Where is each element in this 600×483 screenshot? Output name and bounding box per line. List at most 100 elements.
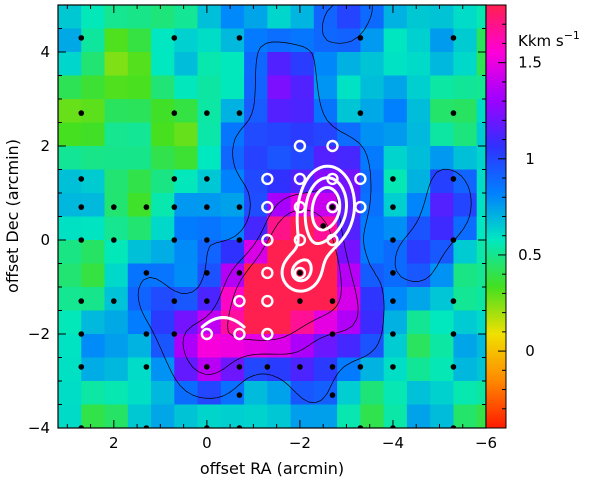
heatmap-cell: [58, 169, 82, 194]
heatmap-cell: [197, 240, 222, 265]
heatmap-cell: [197, 334, 222, 359]
heatmap-cell: [104, 334, 129, 359]
heatmap-cell: [290, 310, 315, 335]
black-data-point: [450, 425, 457, 428]
heatmap-cell: [290, 146, 315, 171]
heatmap-cell: [453, 99, 478, 124]
heatmap-cell: [313, 263, 338, 288]
heatmap-cell: [220, 263, 245, 288]
white-data-circle: [233, 327, 246, 341]
heatmap-cell: [220, 28, 245, 53]
black-data-point: [143, 331, 150, 337]
heatmap-cell: [151, 99, 175, 124]
white-data-circle: [261, 266, 274, 280]
x-axis-ticks: 2 0 −2 −4 −6: [66, 5, 497, 452]
heatmap-cell: [430, 146, 455, 171]
y-axis-ticks: 4 2 0 −2 −4: [28, 28, 486, 437]
white-data-circle: [261, 294, 274, 308]
black-data-point: [111, 237, 117, 243]
heatmap-cell: [127, 146, 152, 171]
white-data-circle: [354, 172, 367, 186]
heatmap-cell: [360, 240, 385, 265]
heatmap-cell: [476, 169, 486, 194]
black-data-point: [236, 364, 243, 370]
heatmap-cell: [383, 52, 408, 77]
heatmap-cell: [244, 240, 268, 265]
heatmap-cell: [476, 52, 486, 77]
heatmap-cell: [244, 146, 268, 171]
heatmap-cell: [383, 99, 408, 124]
white-data-circle: [326, 233, 339, 247]
heatmap-cell: [58, 240, 82, 265]
heatmap-cell: [267, 334, 292, 359]
heatmap-cell: [267, 287, 292, 312]
black-data-point: [171, 110, 178, 116]
heatmap-cell: [453, 28, 478, 53]
heatmap-cell: [244, 5, 268, 30]
heatmap-cell: [104, 310, 129, 335]
black-data-point: [450, 364, 457, 370]
heatmap-cell: [81, 75, 106, 100]
heatmap-cell: [197, 357, 222, 382]
heatmap-cell: [174, 404, 199, 428]
heatmap-cell: [220, 122, 245, 147]
heatmap-cell: [313, 122, 338, 147]
heatmap-cell: [127, 357, 152, 382]
heatmap-cell: [290, 334, 315, 359]
heatmap-cell: [197, 169, 222, 194]
heatmap-cell: [81, 287, 106, 312]
heatmap-cell: [337, 287, 361, 312]
heatmap-cell: [58, 263, 82, 288]
heatmap-cell: [81, 52, 106, 77]
heatmap-cell: [290, 28, 315, 53]
heatmap-cell: [313, 5, 338, 30]
heatmap-cell: [127, 287, 152, 312]
heatmap-cell: [406, 146, 431, 171]
heatmap-cell: [81, 263, 106, 288]
heatmap-cell: [151, 263, 175, 288]
heatmap-cell: [290, 404, 315, 428]
heatmap-cell: [337, 122, 361, 147]
heatmap-cell: [430, 75, 455, 100]
heatmap-cell: [127, 5, 152, 30]
white-contour-line: [310, 186, 342, 232]
heatmap-cell: [430, 216, 455, 241]
observation-points: [78, 35, 457, 428]
heatmap-cell: [360, 146, 385, 171]
black-data-point: [171, 204, 178, 210]
heatmap-cell: [290, 287, 315, 312]
black-data-point: [236, 392, 243, 398]
heatmap-cell: [58, 334, 82, 359]
heatmap-cell: [453, 334, 478, 359]
heatmap-cell: [476, 99, 486, 124]
heatmap-cell: [337, 5, 361, 30]
heatmap-cell: [430, 381, 455, 406]
heatmap-cell: [81, 310, 106, 335]
heatmap-cell: [104, 357, 129, 382]
heatmap-cell: [244, 381, 268, 406]
heatmap-cell: [406, 310, 431, 335]
heatmap-cell: [383, 357, 408, 382]
heatmap-cell: [127, 75, 152, 100]
white-data-circle: [354, 200, 367, 214]
heatmap-cell: [406, 334, 431, 359]
black-data-point: [390, 364, 396, 370]
black-data-point: [204, 364, 210, 370]
heatmap-cell: [104, 381, 129, 406]
heatmap-cell: [383, 28, 408, 53]
x-tick-label: −2: [289, 434, 311, 452]
heatmap-cell: [360, 122, 385, 147]
heatmap-cell: [58, 5, 82, 30]
heatmap-cell: [174, 193, 199, 218]
heatmap-cell: [267, 122, 292, 147]
white-data-circle: [261, 172, 274, 186]
heatmap-cell: [174, 334, 199, 359]
heatmap-cell: [360, 169, 385, 194]
black-data-point: [357, 110, 364, 116]
heatmap-cell: [127, 310, 152, 335]
colorbar-unit-label: Kkm s−1: [518, 29, 580, 50]
heatmap-cell: [313, 52, 338, 77]
heatmap-cell: [430, 5, 455, 30]
heatmap-cell: [81, 404, 106, 428]
heatmap-cell: [220, 99, 245, 124]
